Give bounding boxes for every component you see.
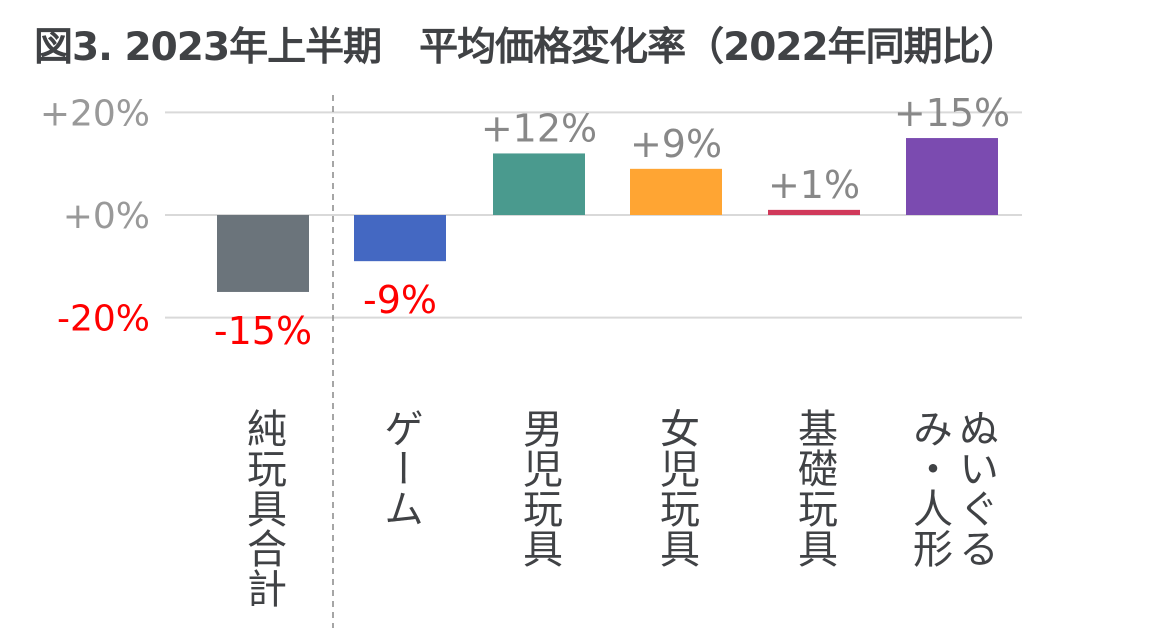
data-label: -15% <box>214 309 312 353</box>
bar <box>217 215 309 292</box>
bar <box>630 168 722 215</box>
y-tick-label: +20% <box>40 93 150 134</box>
category-label: ゲーム <box>377 408 423 528</box>
data-label: +1% <box>768 163 860 207</box>
category-label: 女児玩具 <box>653 408 699 568</box>
category-label: 基礎玩具 <box>791 408 837 568</box>
data-label: -9% <box>363 278 437 322</box>
y-tick-label: -20% <box>57 299 150 340</box>
bar <box>906 138 998 215</box>
bar <box>354 215 446 262</box>
data-label: +15% <box>894 91 1010 135</box>
chart-title: 図3. 2023年上半期 平均価格変化率（2022年同期比） <box>34 25 1019 70</box>
category-label: ぬいぐるみ・人形 <box>906 408 998 568</box>
category-label: 男児玩具 <box>516 408 562 568</box>
data-label: +12% <box>481 106 597 150</box>
bar <box>493 153 585 215</box>
y-tick-label: +0% <box>63 196 150 237</box>
category-label: 純玩具合計 <box>240 408 286 608</box>
bar <box>768 209 860 215</box>
data-label: +9% <box>630 122 722 166</box>
